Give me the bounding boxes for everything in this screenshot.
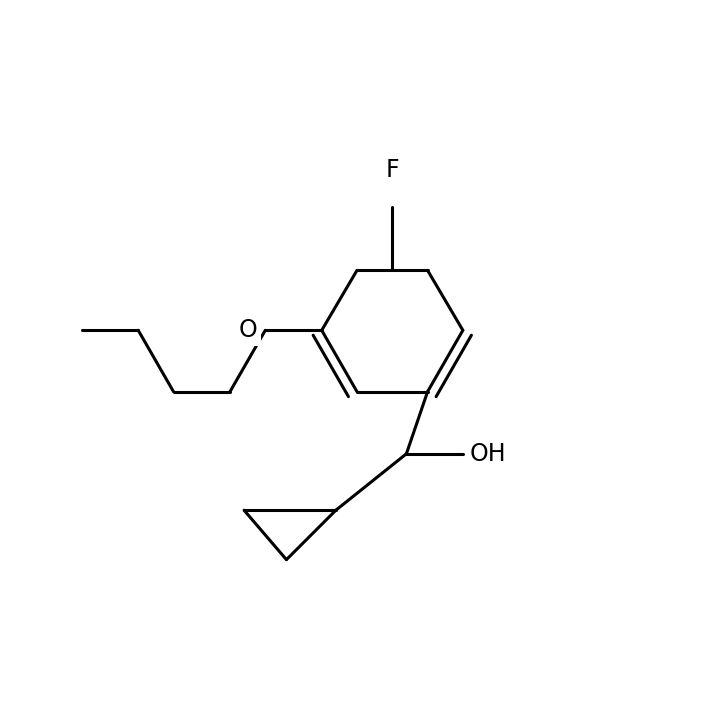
Text: OH: OH — [470, 442, 506, 466]
Text: O: O — [238, 318, 257, 342]
Text: F: F — [386, 158, 399, 182]
